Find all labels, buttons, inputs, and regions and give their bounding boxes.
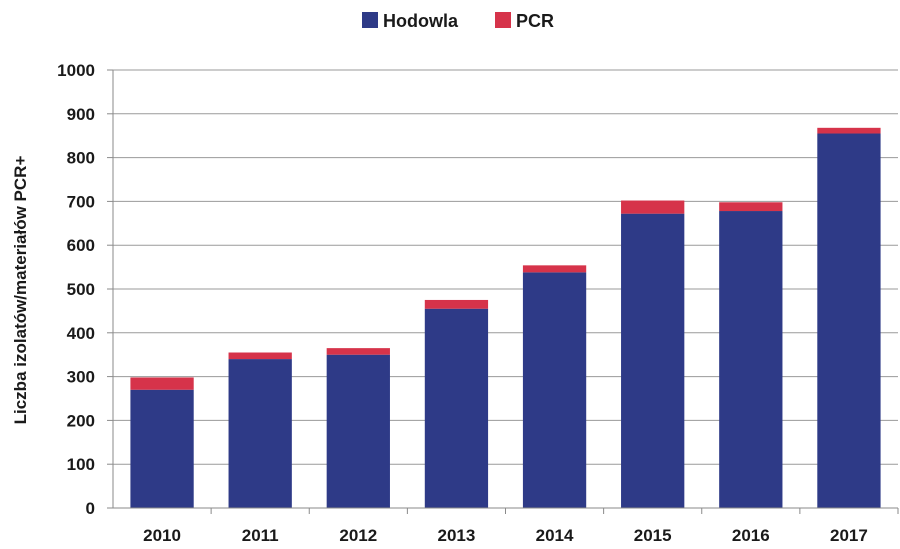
y-tick-label: 700 xyxy=(67,192,95,211)
bar-hodowla-2016 xyxy=(719,211,783,508)
x-tick-label: 2015 xyxy=(634,526,672,545)
y-tick-label: 800 xyxy=(67,149,95,168)
bar-hodowla-2015 xyxy=(621,213,685,508)
bar-hodowla-2011 xyxy=(228,359,292,508)
y-tick-label: 600 xyxy=(67,236,95,255)
bar-hodowla-2017 xyxy=(817,133,881,508)
bar-pcr-2011 xyxy=(228,352,292,360)
y-axis-ticks: 0 100 200 300 400 500 600 700 800 900 1000 xyxy=(57,61,113,518)
x-tick-label: 2016 xyxy=(732,526,770,545)
bar-hodowla-2014 xyxy=(522,272,587,508)
x-tick-label: 2013 xyxy=(438,526,476,545)
y-tick-label: 400 xyxy=(67,324,95,343)
x-tick-label: 2012 xyxy=(339,526,377,545)
legend-label-pcr: PCR xyxy=(516,11,554,31)
bar-pcr-2016 xyxy=(719,202,783,212)
legend-swatch-pcr xyxy=(495,12,511,28)
bar-pcr-2012 xyxy=(326,348,390,355)
y-axis-title: Liczba izolatów/materiałów PCR+ xyxy=(11,156,30,425)
y-tick-label: 300 xyxy=(67,368,95,387)
y-tick-label: 500 xyxy=(67,280,95,299)
legend-swatch-hodowla xyxy=(362,12,378,28)
bar-pcr-2017 xyxy=(817,127,881,134)
legend: Hodowla PCR xyxy=(362,11,554,31)
legend-label-hodowla: Hodowla xyxy=(383,11,459,31)
x-tick-label: 2017 xyxy=(830,526,868,545)
bar-pcr-2015 xyxy=(621,200,685,214)
y-tick-label: 100 xyxy=(67,455,95,474)
y-tick-label: 0 xyxy=(86,499,95,518)
bars xyxy=(130,127,881,508)
y-tick-label: 200 xyxy=(67,411,95,430)
x-axis-ticks: 2010 2011 2012 2013 2014 2015 2016 2017 xyxy=(143,508,899,545)
bar-pcr-2014 xyxy=(522,265,587,273)
x-tick-label: 2014 xyxy=(536,526,574,545)
y-tick-label: 900 xyxy=(67,105,95,124)
bar-hodowla-2010 xyxy=(130,389,194,508)
x-tick-label: 2011 xyxy=(242,526,279,545)
x-tick-label: 2010 xyxy=(143,526,181,545)
y-tick-label: 1000 xyxy=(57,61,95,80)
bar-pcr-2010 xyxy=(130,377,194,390)
bar-hodowla-2012 xyxy=(326,354,390,508)
bar-pcr-2013 xyxy=(424,299,489,309)
bar-hodowla-2013 xyxy=(424,308,489,508)
